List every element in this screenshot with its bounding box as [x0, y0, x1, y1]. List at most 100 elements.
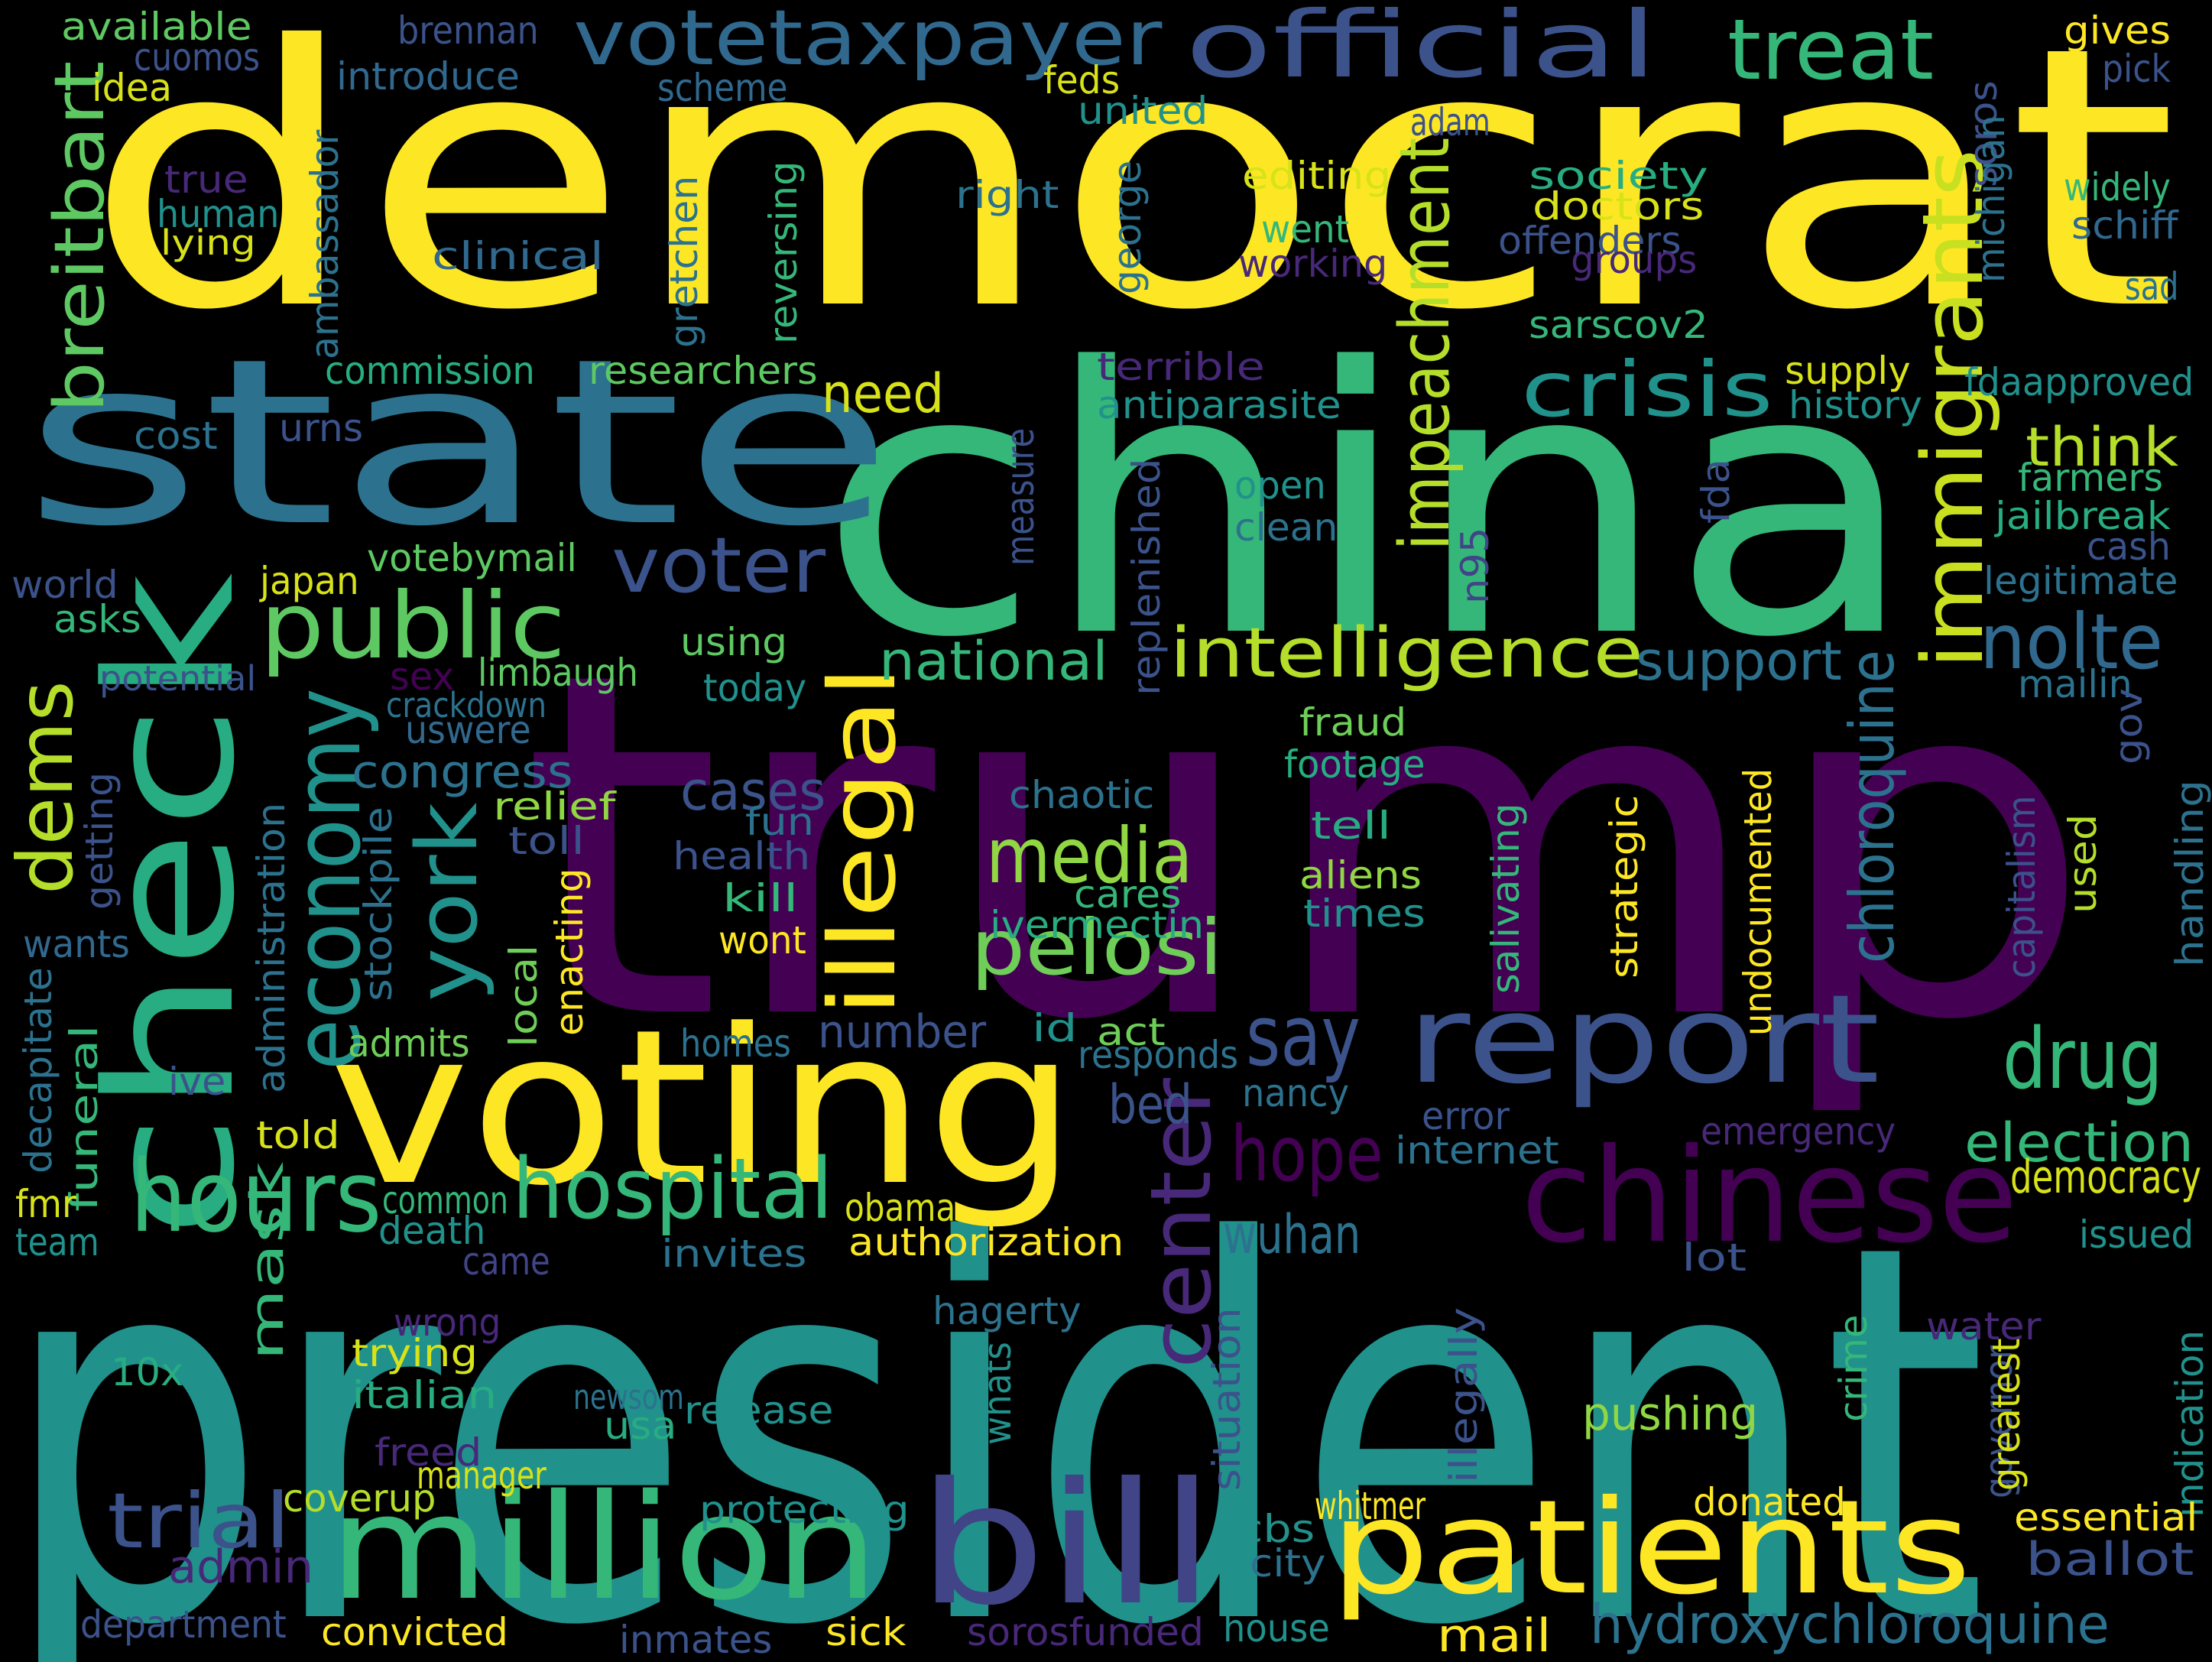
word-italian: italian	[352, 1373, 498, 1417]
word-fmr: fmr	[15, 1182, 76, 1226]
word-inmates: inmates	[619, 1618, 773, 1662]
word-world: world	[11, 563, 118, 607]
word-united: united	[1078, 89, 1208, 133]
word-trying: trying	[352, 1331, 478, 1375]
word-department: department	[80, 1602, 287, 1647]
word-voting: voting	[329, 984, 1078, 1233]
word-water: water	[1926, 1304, 2042, 1349]
word-votebymail: votebymail	[367, 536, 578, 580]
word-offenders: offenders	[1498, 219, 1682, 263]
word-trump: trump	[520, 573, 2095, 1124]
word-wrong: wrong	[394, 1300, 501, 1345]
word-schiff: schiff	[2071, 203, 2178, 248]
word-chloroquine: chloroquine	[1837, 650, 1908, 963]
word-ive: ive	[168, 1060, 226, 1104]
word-congress: congress	[352, 745, 573, 799]
word-footage: footage	[1284, 742, 1425, 787]
word-scheme: scheme	[657, 66, 788, 110]
word-idea: idea	[92, 66, 173, 110]
word-pelosi: pelosi	[971, 903, 1223, 992]
word-strategic: strategic	[1602, 794, 1646, 979]
word-responds: responds	[1078, 1033, 1239, 1077]
word-widely: widely	[2064, 165, 2171, 209]
word-cbs: cbs	[1238, 1507, 1315, 1551]
word-fraud: fraud	[1299, 700, 1407, 745]
word-fda: fda	[1694, 459, 1738, 524]
word-editing: editing	[1242, 154, 1392, 198]
word-gov: gov	[2107, 688, 2151, 764]
word-number: number	[818, 1005, 987, 1059]
word-aliens: aliens	[1299, 853, 1422, 898]
word-farmers: farmers	[2018, 456, 2163, 500]
word-society: society	[1529, 154, 1708, 198]
word-emergency: emergency	[1701, 1109, 1896, 1154]
word-admin: admin	[168, 1540, 313, 1594]
word-votetaxpayer: votetaxpayer	[573, 0, 1163, 83]
word-illegal: illegal	[810, 665, 916, 1017]
word-internet: internet	[1395, 1128, 1559, 1173]
word-release: release	[684, 1388, 834, 1433]
word-chinese: chinese	[1521, 1121, 2018, 1272]
word-salivating: salivating	[1484, 803, 1528, 994]
word-bill: bill	[917, 1446, 1216, 1642]
word-usa: usa	[604, 1404, 677, 1448]
word-asks: asks	[54, 597, 141, 641]
word-crisis: crisis	[1521, 345, 1773, 434]
word-whitmer: whitmer	[1315, 1484, 1426, 1528]
word-ivermectin: ivermectin	[990, 903, 1205, 947]
word-hospital: hospital	[512, 1140, 833, 1238]
word-decapitate: decapitate	[16, 967, 60, 1173]
word-homes: homes	[680, 1021, 791, 1066]
word-legitimate: legitimate	[1983, 559, 2178, 603]
word-convicted: convicted	[321, 1610, 508, 1654]
word-mailin: mailin	[2018, 662, 2133, 706]
word-city: city	[1250, 1541, 1326, 1586]
word-history: history	[1789, 383, 1922, 427]
word-death: death	[378, 1209, 486, 1253]
word-indication: indication	[2168, 1329, 2212, 1518]
word-ambassador: ambassador	[303, 129, 347, 360]
word-researchers: researchers	[589, 349, 818, 393]
word-bed: bed	[1108, 1073, 1192, 1136]
word-open: open	[1234, 463, 1326, 508]
word-fun: fun	[745, 800, 814, 844]
word-stockpile: stockpile	[356, 807, 401, 1001]
word-illegally: illegally	[1442, 1307, 1486, 1483]
word-house: house	[1223, 1606, 1330, 1651]
word-n95: n95	[1453, 527, 1497, 604]
word-million: million	[329, 1463, 879, 1632]
word-voter: voter	[611, 521, 826, 610]
word-media: media	[986, 811, 1193, 901]
word-report: report	[1406, 968, 1880, 1111]
word-public: public	[260, 573, 566, 680]
word-local: local	[501, 944, 546, 1047]
word-newsom: newsom	[573, 1377, 684, 1417]
word-democrat: democrat	[84, 0, 2178, 388]
word-authorization: authorization	[848, 1220, 1124, 1264]
word-nolte: nolte	[1980, 597, 2164, 687]
word-commission: commission	[325, 349, 535, 393]
word-jailbreak: jailbreak	[1995, 494, 2171, 538]
word-right: right	[955, 173, 1059, 217]
word-tell: tell	[1311, 803, 1392, 848]
word-impeachment: impeachment	[1385, 137, 1465, 550]
word-issued: issued	[2079, 1212, 2194, 1257]
word-protecting: protecting	[699, 1488, 910, 1532]
word-replenished: replenished	[1124, 458, 1169, 696]
word-mail: mail	[1437, 1609, 1552, 1662]
word-pick: pick	[2102, 47, 2171, 91]
word-manager: manager	[417, 1453, 547, 1498]
word-hope: hope	[1231, 1109, 1383, 1199]
word-official: official	[1185, 0, 1659, 99]
word-george: george	[1105, 160, 1150, 294]
word-coverup: coverup	[283, 1476, 436, 1521]
word-brennan: brennan	[397, 8, 539, 53]
word-crackdown: crackdown	[386, 685, 547, 726]
word-cash: cash	[2087, 524, 2171, 569]
word-democracy: democracy	[2010, 1151, 2202, 1204]
word-election: election	[1964, 1112, 2194, 1174]
word-using: using	[680, 620, 788, 664]
word-clean: clean	[1234, 505, 1338, 550]
word-cases: cases	[680, 760, 826, 823]
